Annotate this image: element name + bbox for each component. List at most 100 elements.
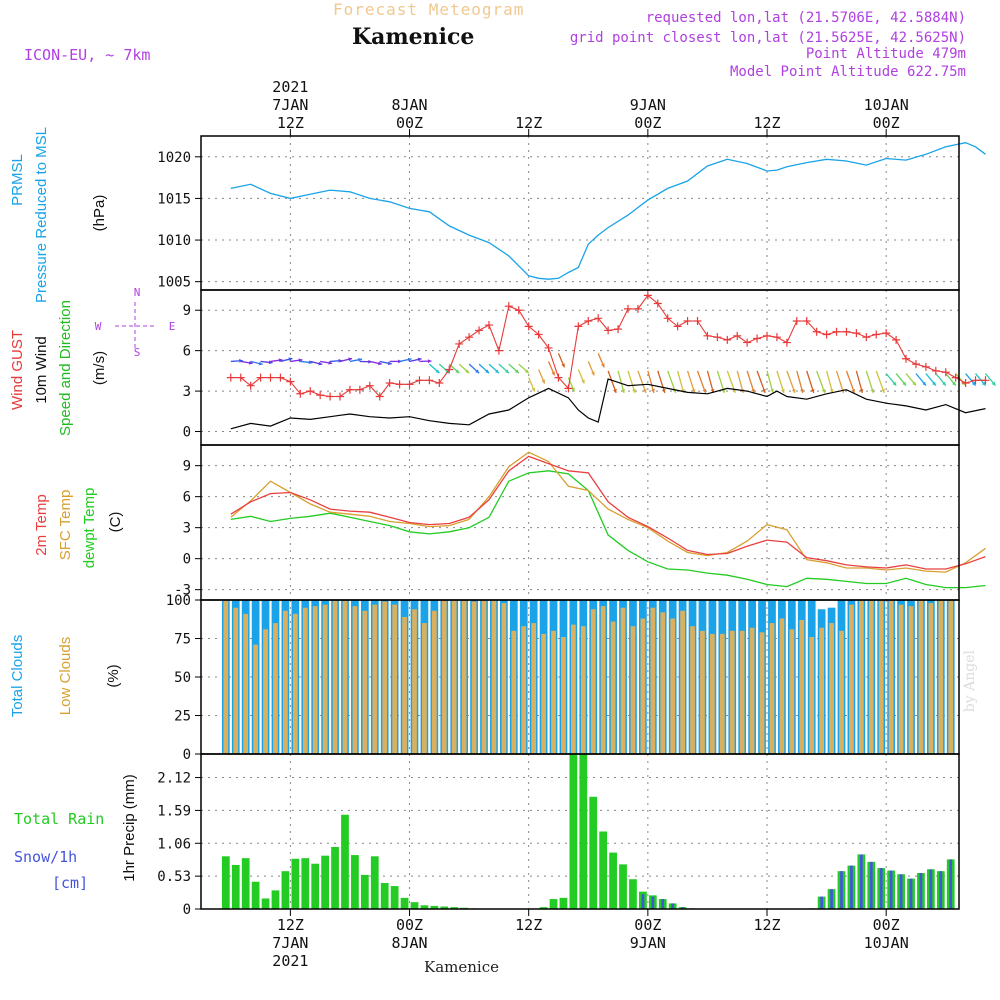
- wind-direction-arrow: [706, 370, 715, 394]
- rain-bar: [539, 907, 548, 909]
- wind-arrow-head: [932, 381, 936, 386]
- dewpt-label: dewpt Temp: [81, 488, 98, 569]
- gust-marker: [753, 334, 762, 343]
- wind-direction-arrow: [617, 370, 625, 394]
- snow-bar: [869, 861, 873, 909]
- rain-bar: [450, 907, 459, 909]
- panel-frame: [200, 753, 960, 910]
- wind-direction-arrow: [677, 370, 685, 394]
- wind-arrow-head: [781, 388, 785, 393]
- gust-marker: [296, 389, 305, 398]
- wind-arrow-head: [601, 363, 605, 368]
- pressure-unit: (hPa): [91, 195, 108, 232]
- wind-arrow-head: [762, 388, 766, 393]
- low-cloud-bar: [690, 626, 695, 754]
- gust-marker: [941, 368, 950, 377]
- bottom-time-label: 12Z: [753, 916, 780, 934]
- rain-bar: [360, 874, 369, 909]
- top-time-label: 7JAN: [272, 96, 308, 114]
- gust-marker: [455, 339, 464, 348]
- compass-w: W: [95, 320, 102, 333]
- gust-marker: [633, 304, 642, 313]
- gust-marker: [703, 331, 712, 340]
- dewpoint-series-line: [230, 470, 986, 589]
- wind-arrow-head: [524, 369, 529, 374]
- low-cloud-bar: [561, 636, 566, 754]
- rain-bar: [569, 754, 578, 909]
- rain-bar: [251, 881, 260, 909]
- wind-arrow-head: [971, 381, 976, 386]
- wind-arrow-head: [298, 358, 303, 363]
- wind-arrow-head: [642, 388, 647, 393]
- rain-bar: [291, 858, 300, 909]
- snow-bar: [820, 896, 823, 909]
- low-cloud-bar: [332, 600, 338, 754]
- wind-arrow-head: [465, 369, 470, 374]
- wind-direction-arrow: [865, 370, 874, 394]
- wind-arrow-head: [942, 381, 946, 386]
- low-cloud-bar: [938, 600, 944, 754]
- gust-marker: [564, 384, 573, 393]
- sfc-temp-series-line: [230, 451, 986, 573]
- low-cloud-bar: [382, 601, 388, 754]
- low-cloud-bar: [431, 610, 437, 754]
- low-cloud-bar: [858, 600, 864, 754]
- wind-arrow-head: [348, 357, 353, 362]
- wind-arrow-head: [691, 388, 696, 393]
- snow-bar: [641, 894, 645, 909]
- compass-cross: [115, 302, 157, 348]
- wind-speed-line: [230, 378, 986, 430]
- wind-arrow-head: [821, 388, 826, 393]
- y-tick-label: 0: [183, 902, 191, 918]
- low-cloud-bar: [849, 604, 854, 754]
- gust-label: Wind GUST: [9, 330, 26, 410]
- grid-point-coords: grid point closest lon,lat (21.5625E, 42…: [569, 30, 966, 46]
- top-time-label: 00Z: [873, 114, 900, 132]
- gust-marker: [862, 333, 871, 342]
- rain-bar: [430, 905, 439, 909]
- y-tick-label: 1005: [157, 275, 191, 291]
- gust-marker: [236, 373, 245, 382]
- gust-marker: [336, 392, 345, 401]
- top-time-label: 2021: [272, 78, 308, 96]
- snow-bar: [919, 873, 923, 909]
- wind-arrow-head: [702, 388, 707, 393]
- pressure-series-line: [230, 142, 986, 280]
- rain-bar: [559, 897, 568, 909]
- gust-marker: [882, 329, 891, 338]
- gust-marker: [713, 333, 722, 342]
- gust-marker: [604, 326, 613, 335]
- low-cloud-bar: [769, 623, 775, 754]
- y-tick-label: 9: [183, 303, 191, 319]
- gust-marker: [723, 335, 732, 344]
- bottom-time-label: 12Z: [277, 916, 304, 934]
- wind-arrow-head: [531, 387, 536, 392]
- low-cloud-bar: [739, 630, 745, 754]
- low-cloud-bar: [283, 610, 288, 754]
- low-cloud-bar: [719, 633, 725, 754]
- gust-marker: [643, 291, 652, 300]
- low-cloud-bar: [680, 610, 685, 754]
- gust-marker: [931, 366, 940, 375]
- rain-bar: [221, 856, 230, 909]
- rain-bar: [351, 855, 359, 909]
- wind-arrow-head: [912, 381, 917, 386]
- wind-arrow-head: [514, 369, 519, 374]
- low-cloud-bar: [809, 636, 815, 754]
- gust-marker: [772, 333, 781, 342]
- wind-arrow-head: [541, 379, 545, 384]
- snow-bar: [830, 889, 833, 909]
- wind-arrow-head: [892, 381, 897, 386]
- low-cloud-bar: [451, 600, 457, 754]
- panel-frame: [200, 135, 960, 291]
- wind-direction-arrow: [776, 370, 785, 394]
- snow-bar: [889, 870, 893, 909]
- low-cloud-bar: [829, 623, 834, 754]
- wind-direction-arrow: [746, 370, 755, 394]
- low-cloud-bar: [729, 630, 735, 754]
- bottom-time-label: 00Z: [396, 916, 423, 934]
- station-title: Kamenice: [352, 24, 475, 50]
- wind-arrow-head: [800, 388, 804, 393]
- compass-s: S: [134, 346, 141, 359]
- rain-bar: [410, 902, 419, 909]
